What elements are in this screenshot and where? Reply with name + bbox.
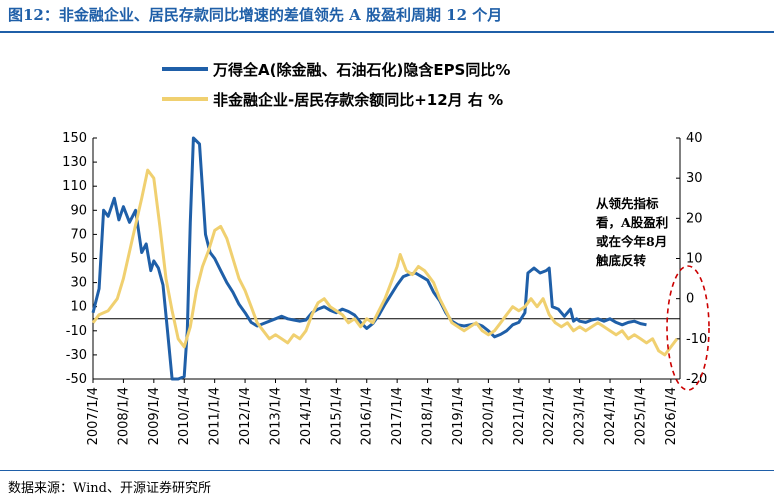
highlight-ellipse — [666, 265, 710, 391]
left-tick-label: 130 — [62, 155, 87, 170]
annotation-text-line: 从领先指标 — [596, 196, 659, 211]
annotation-text-line: 或在今年8月 — [596, 234, 667, 249]
chart-legend: 万得全A(除金融、石油石化)隐含EPS同比% 非金融企业-居民存款余额同比+12月… — [162, 61, 510, 109]
left-tick-label: 150 — [62, 131, 87, 146]
right-tick-label: 20 — [686, 211, 703, 226]
x-tick-label: 2012/1/4 — [238, 387, 253, 445]
left-tick-label: 10 — [70, 300, 87, 315]
right-tick-label: 40 — [686, 131, 703, 146]
right-tick-label: 10 — [686, 252, 703, 267]
data-source-note: 数据来源：Wind、开源证券研究所 — [8, 481, 211, 496]
left-tick-label: 50 — [70, 252, 87, 267]
series-deposit-line — [91, 168, 679, 357]
figure-title: 图12：非金融企业、居民存款同比增速的差值领先 A 股盈利周期 12 个月 — [8, 6, 503, 24]
x-tick-label: 2026/1/4 — [664, 387, 679, 445]
title-divider — [0, 31, 774, 33]
x-tick-label: 2024/1/4 — [603, 387, 618, 445]
x-tick-label: 2023/1/4 — [573, 387, 588, 445]
x-tick-label: 2019/1/4 — [451, 387, 466, 445]
left-tick-label: 110 — [62, 179, 87, 194]
x-tick-label: 2018/1/4 — [421, 387, 436, 445]
x-tick-label: 2011/1/4 — [208, 387, 223, 445]
annotation-text-line: 触底反转 — [595, 253, 647, 268]
series-eps-line — [91, 136, 647, 381]
left-tick-label: 90 — [70, 203, 87, 218]
x-tick-label: 2013/1/4 — [268, 387, 283, 445]
x-tick-label: 2016/1/4 — [360, 387, 375, 445]
left-tick-label: 30 — [70, 276, 87, 291]
x-tick-label: 2015/1/4 — [329, 387, 344, 445]
x-tick-label: 2025/1/4 — [633, 387, 648, 445]
right-tick-label: 0 — [686, 292, 694, 307]
axes-layer: -50-30-101030507090110130150-20-10010203… — [62, 131, 707, 445]
annotation-text-line: 看，A股盈利 — [596, 215, 668, 230]
series-layer — [91, 136, 679, 381]
x-tick-label: 2009/1/4 — [147, 387, 162, 445]
legend-label-eps: 万得全A(除金融、石油石化)隐含EPS同比% — [212, 61, 510, 79]
right-tick-label: 30 — [686, 171, 703, 186]
x-tick-label: 2007/1/4 — [86, 387, 101, 445]
source-divider — [0, 470, 774, 471]
x-tick-label: 2010/1/4 — [177, 387, 192, 445]
x-tick-label: 2014/1/4 — [299, 387, 314, 445]
left-tick-label: -30 — [66, 348, 87, 363]
left-tick-label: -10 — [66, 324, 87, 339]
left-tick-label: -50 — [66, 372, 87, 387]
x-tick-label: 2021/1/4 — [512, 387, 527, 445]
x-tick-label: 2020/1/4 — [481, 387, 496, 445]
right-tick-label: -10 — [686, 332, 707, 347]
x-tick-label: 2017/1/4 — [390, 387, 405, 445]
x-tick-label: 2022/1/4 — [542, 387, 557, 445]
x-tick-label: 2008/1/4 — [116, 387, 131, 445]
legend-label-deposit: 非金融企业-居民存款余额同比+12月 右 % — [213, 91, 503, 109]
left-tick-label: 70 — [70, 227, 87, 242]
